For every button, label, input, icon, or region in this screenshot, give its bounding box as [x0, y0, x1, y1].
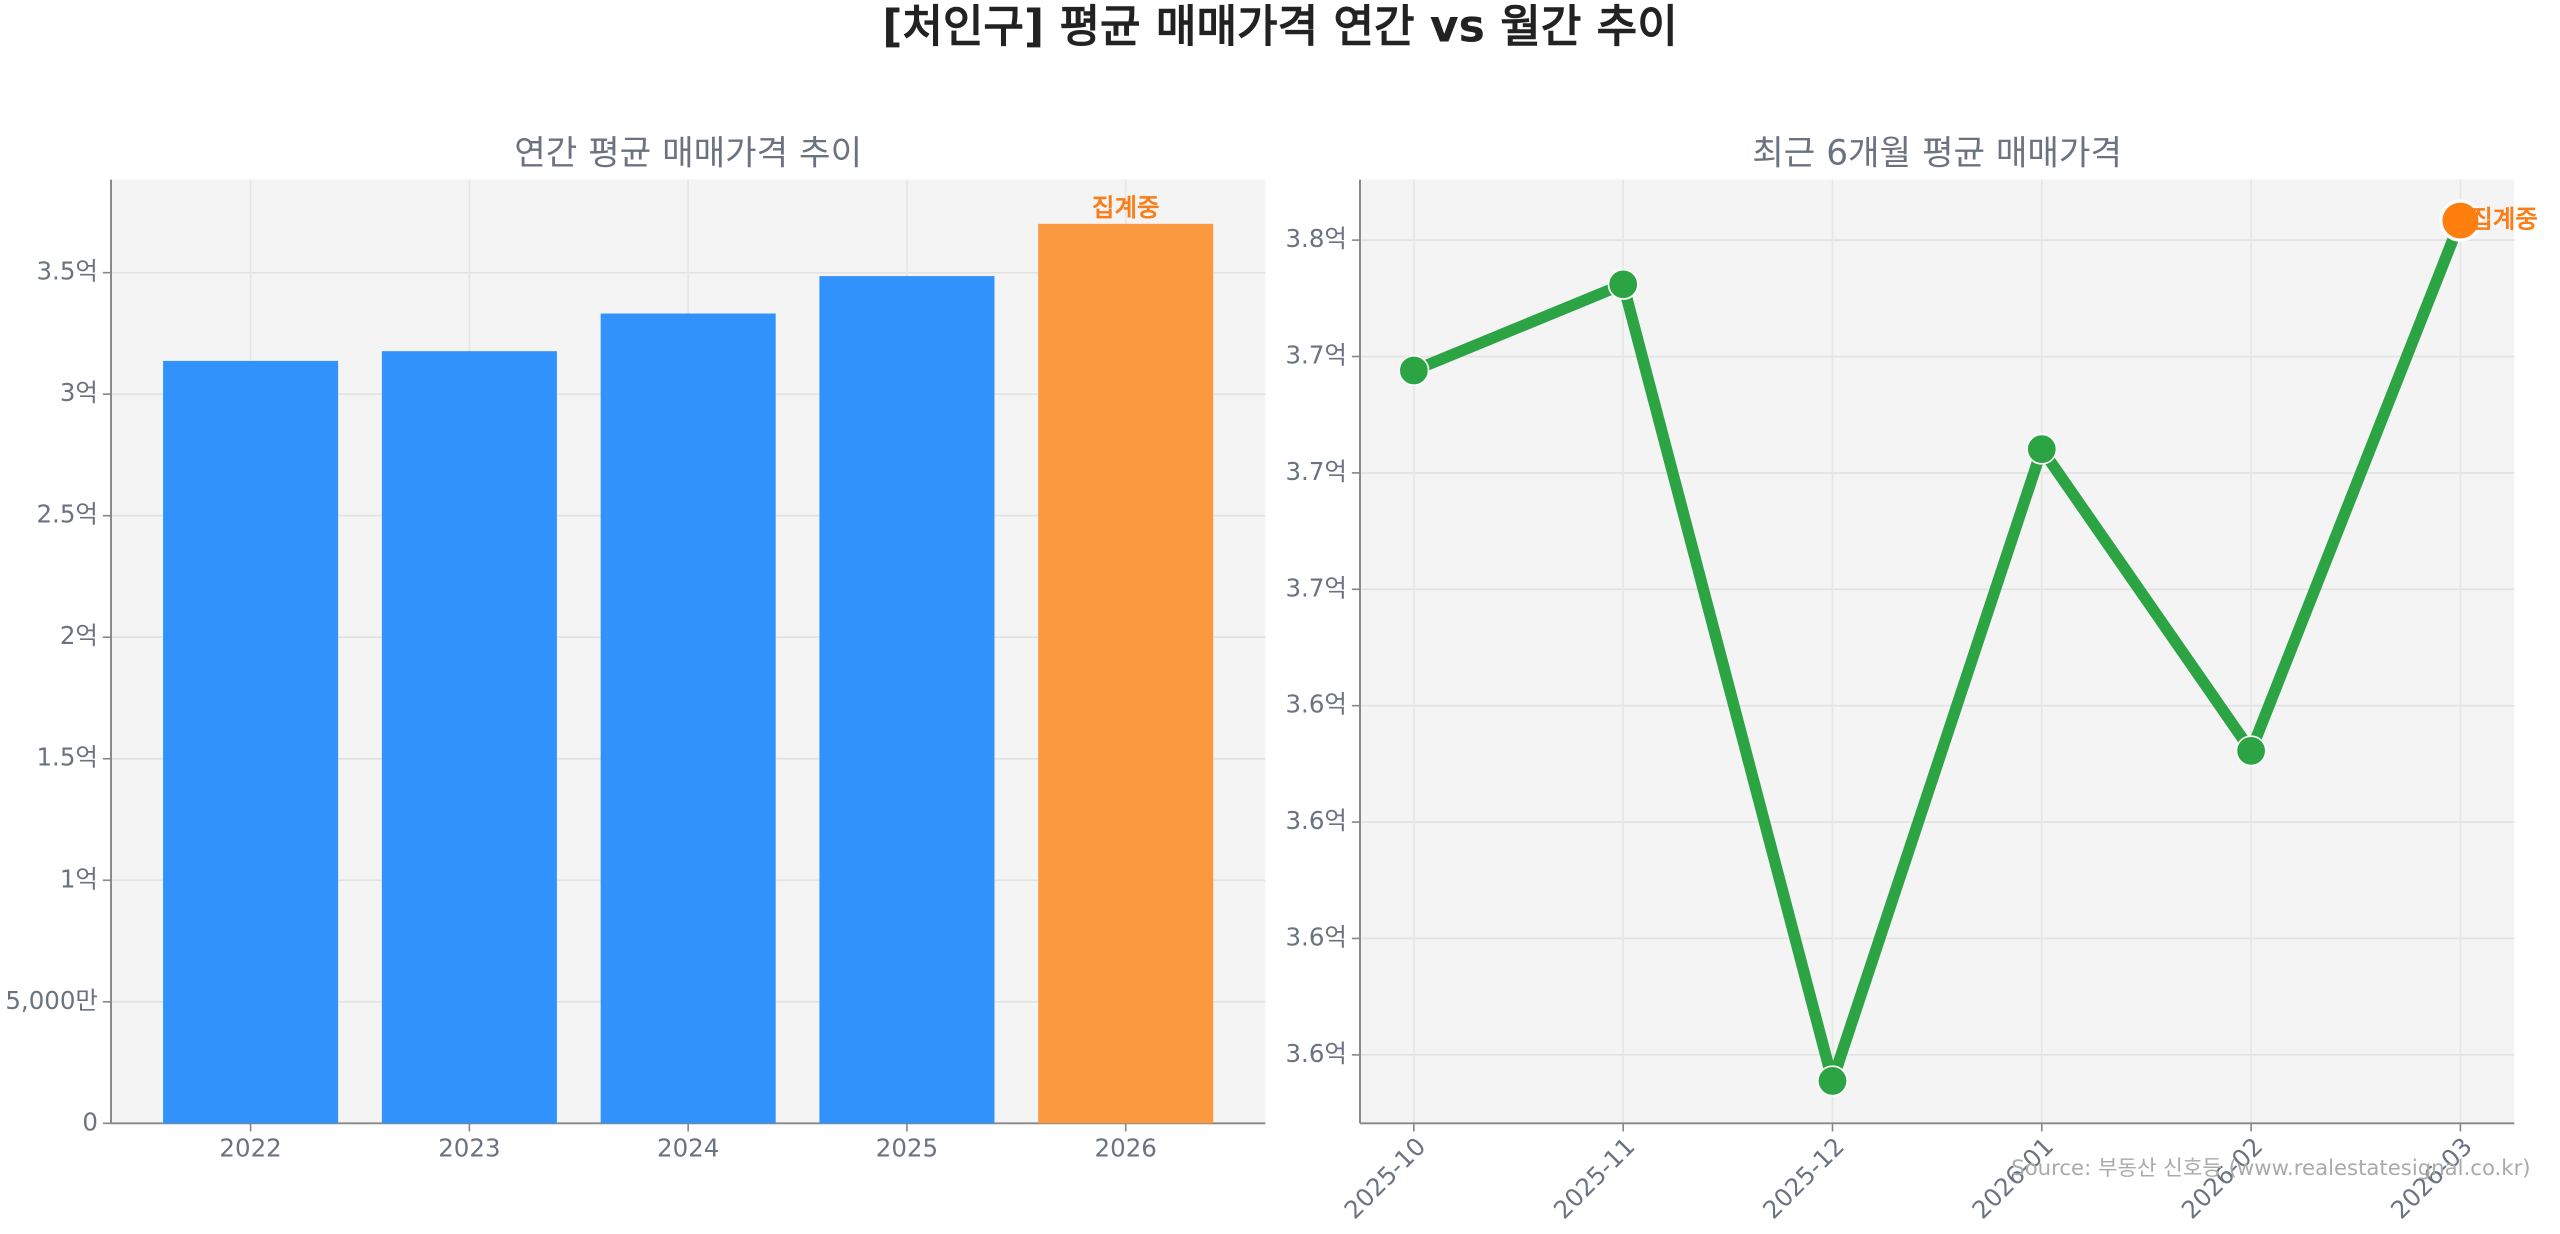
- y-tick-label: 3.6억: [1285, 1039, 1346, 1068]
- marker: [2235, 735, 2267, 767]
- bar: [600, 313, 776, 1124]
- marker: [1398, 354, 1430, 386]
- y-tick-label: 1억: [60, 864, 98, 893]
- marker: [2026, 433, 2058, 465]
- y-tick-label: 3억: [60, 378, 98, 407]
- x-tick-label: 2025: [876, 1133, 938, 1162]
- y-tick-label: 3.5억: [36, 257, 97, 286]
- y-tick-label: 3.7억: [1285, 341, 1346, 370]
- chart-title: 연간 평균 매매가격 추이: [514, 134, 862, 174]
- source-note: Source: 부동산 신호등 (www.realestatesignal.co…: [2011, 1156, 2530, 1181]
- y-tick-label: 3.7억: [1285, 573, 1346, 602]
- marker: [1816, 1065, 1849, 1097]
- bar: [163, 360, 339, 1124]
- chart-title: 최근 6개월 평균 매매가격: [1752, 134, 2122, 174]
- annotation: 집계중: [2470, 205, 2538, 234]
- x-tick-label: 2024: [657, 1133, 719, 1162]
- y-tick-label: 2.5억: [36, 500, 97, 529]
- x-tick-label: 2025-10: [1338, 1132, 1431, 1225]
- annotation: 집계중: [1092, 193, 1160, 222]
- bar: [381, 351, 557, 1124]
- y-tick-label: 5,000만: [5, 986, 98, 1015]
- x-tick-label: 2022: [219, 1133, 281, 1162]
- y-tick-label: 0: [82, 1107, 98, 1136]
- y-tick-label: 2억: [60, 621, 98, 650]
- y-tick-label: 3.8억: [1285, 224, 1346, 253]
- y-tick-label: 3.7억: [1285, 457, 1346, 486]
- figure-title: [처인구] 평균 매매가격 연간 vs 월간 추이: [882, 1, 1678, 52]
- y-tick-label: 3.6억: [1285, 922, 1346, 951]
- y-tick-label: 3.6억: [1285, 806, 1346, 835]
- line: [1411, 218, 2466, 1087]
- plot-background: [1360, 179, 2515, 1124]
- x-tick-label: 2025-11: [1548, 1132, 1641, 1225]
- x-tick-label: 2025-12: [1757, 1132, 1850, 1225]
- marker: [1607, 268, 1639, 300]
- marker: [2439, 199, 2482, 242]
- x-tick-label: 2026: [1095, 1133, 1157, 1162]
- y-tick-label: 1.5억: [36, 743, 97, 772]
- x-tick-label: 2023: [438, 1133, 500, 1162]
- bar: [819, 276, 995, 1124]
- y-tick-label: 3.6억: [1285, 690, 1346, 719]
- bar: [1038, 223, 1214, 1124]
